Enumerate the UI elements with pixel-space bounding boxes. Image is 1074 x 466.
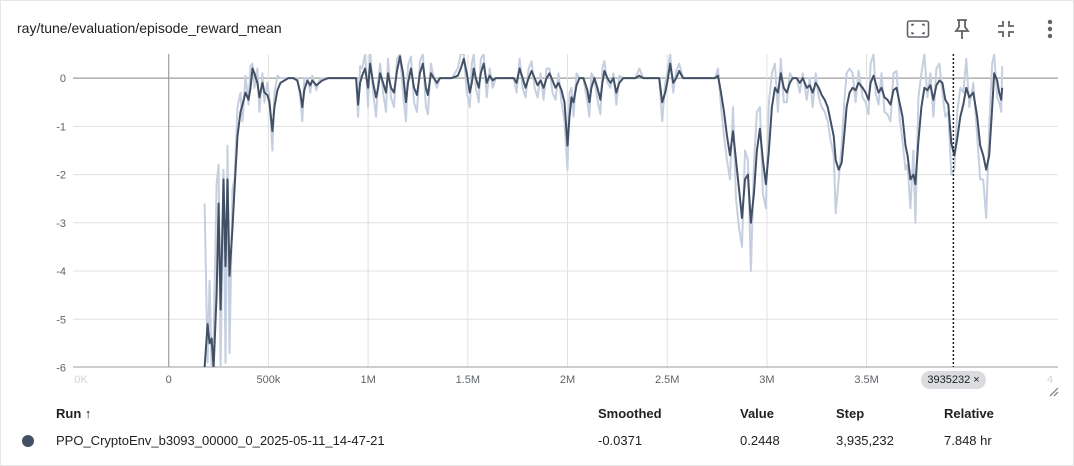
step-value: 3,935,232 [836,433,894,448]
smoothed-value: -0.0371 [598,433,643,448]
y-tick-label: -5 [56,314,66,326]
x-tick-label: 1M [360,374,375,386]
col-header-smoothed[interactable]: Smoothed [598,406,662,421]
col-header-step[interactable]: Step [836,406,865,421]
x-tick-label: 3.5M [854,374,878,386]
run-color-dot [22,435,34,447]
x-tick-label: 2M [560,374,575,386]
x-tick-label: 2.5M [655,374,679,386]
raw-series-line [203,54,1004,367]
fit-domain-icon[interactable] [904,15,932,43]
chart-title: ray/tune/evaluation/episode_reward_mean [17,20,282,36]
line-chart[interactable]: 0 -1 -2 -3 -4 -5 -6 0 500k 1M 1.5M 2M 2.5M 3M 3.5M 0K 4 [1,1,1074,401]
step-chip-label: 3935232 [927,374,971,386]
pin-icon[interactable] [948,15,976,43]
collapse-icon[interactable] [992,15,1020,43]
y-tick-label: -1 [56,121,66,133]
resize-handle-icon[interactable] [1049,387,1059,397]
x-tick-label-faint: 0K [74,374,88,386]
x-tick-label-faint: 4 [1047,374,1053,386]
col-header-run[interactable]: Run ↑ [56,406,92,421]
run-name: PPO_CryptoEnv_b3093_00000_0_2025-05-11_1… [56,433,385,448]
x-tick-label: 1.5M [456,374,480,386]
y-tick-label: -4 [56,266,66,278]
y-tick-label: 0 [60,73,66,85]
col-header-relative[interactable]: Relative [944,406,994,421]
close-icon[interactable]: × [973,374,980,386]
y-tick-label: -6 [56,362,66,374]
step-chip[interactable]: 3935232 × [921,371,986,389]
smoothed-series-line [203,55,1004,367]
x-tick-label: 3M [759,374,774,386]
relative-value: 7.848 hr [944,433,992,448]
col-header-value[interactable]: Value [740,406,774,421]
x-tick-label: 500k [256,374,280,386]
x-tick-label: 0 [166,374,172,386]
y-tick-label: -2 [56,170,66,182]
y-tick-label: -3 [56,218,66,230]
raw-value: 0.2448 [740,433,780,448]
more-vert-icon[interactable] [1036,15,1064,43]
